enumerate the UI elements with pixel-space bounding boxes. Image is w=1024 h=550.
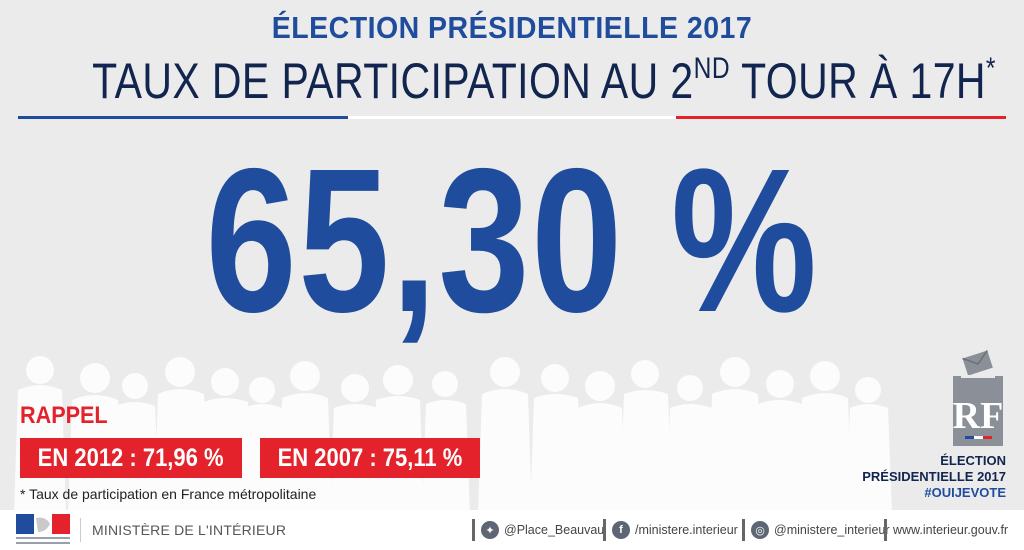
brand-election: ÉLECTION: [940, 453, 1006, 468]
rf-monogram: RF: [953, 395, 1003, 437]
separator: [884, 519, 887, 541]
website-url: www.interieur.gouv.fr: [893, 523, 1009, 537]
separator: [472, 519, 475, 541]
instagram-link[interactable]: ◎ @ministere_interieur: [742, 510, 890, 550]
instagram-handle: @ministere_interieur: [774, 523, 890, 537]
brand-hashtag[interactable]: #OUIJEVOTE: [924, 485, 1006, 500]
facebook-link[interactable]: f /ministere.interieur: [603, 510, 738, 550]
footnote: * Taux de participation en France métrop…: [20, 486, 317, 502]
separator: [742, 519, 745, 541]
instagram-icon: ◎: [751, 521, 769, 539]
twitter-link[interactable]: ✦ @Place_Beauvau: [472, 510, 604, 550]
underline-red: [676, 116, 1006, 119]
title-main-text: TAUX DE PARTICIPATION AU 2: [92, 53, 694, 109]
marianne-logo-icon: [16, 514, 70, 544]
title-election: ÉLECTION PRÉSIDENTIELLE 2017: [271, 10, 753, 45]
tricolor-underline: [18, 116, 1006, 119]
twitter-handle: @Place_Beauvau: [504, 523, 605, 537]
title-main-asterisk: *: [985, 52, 996, 85]
brand-presidentielle: PRÉSIDENTIELLE 2017: [862, 469, 1006, 484]
title-participation: TAUX DE PARTICIPATION AU 2ND TOUR À 17H*: [92, 52, 995, 110]
title-main-text-end: TOUR À 17H: [730, 53, 986, 109]
footer: MINISTÈRE DE L'INTÉRIEUR ✦ @Place_Beauva…: [0, 510, 1024, 550]
underline-blue: [18, 116, 348, 119]
facebook-handle: /ministere.interieur: [635, 523, 738, 537]
underline-white: [348, 116, 676, 119]
separator: [603, 519, 606, 541]
ballot-box-rf-icon: RF: [953, 350, 1003, 446]
website-link[interactable]: www.interieur.gouv.fr: [884, 510, 1008, 550]
participation-rate: 65,30 %: [205, 126, 819, 355]
rappel-label: RAPPEL: [20, 402, 108, 429]
title-main-superscript: ND: [693, 52, 731, 85]
rate-2007-text: EN 2007 : 75,11 %: [277, 444, 463, 472]
rate-2012-badge: EN 2012 : 71,96 %: [20, 438, 242, 478]
twitter-icon: ✦: [481, 521, 499, 539]
facebook-icon: f: [612, 521, 630, 539]
ministry-name: MINISTÈRE DE L'INTÉRIEUR: [92, 522, 287, 538]
rate-2007-badge: EN 2007 : 75,11 %: [260, 438, 480, 478]
rate-2012-text: EN 2012 : 71,96 %: [38, 444, 224, 472]
footer-divider: [80, 518, 81, 542]
